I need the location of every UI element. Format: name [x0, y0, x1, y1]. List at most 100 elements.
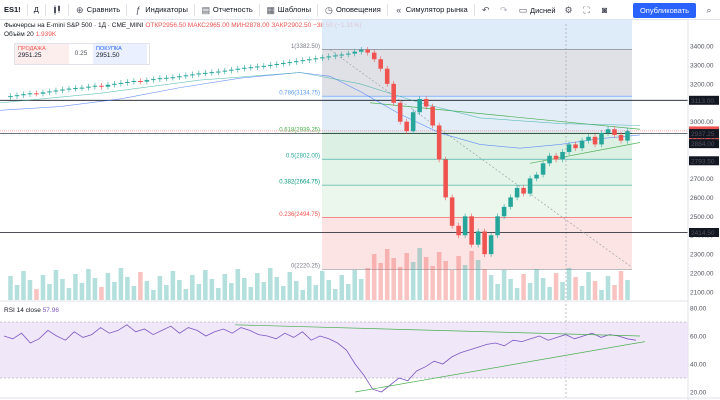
candle-body [508, 197, 513, 207]
alerts-button[interactable]: ◷ Оповещения [320, 0, 385, 20]
candle-body [573, 144, 578, 149]
price-tick-label: 3000.00 [690, 119, 714, 126]
divider [67, 3, 69, 16]
templates-icon: ▦ [266, 4, 276, 15]
volume-bar [397, 267, 403, 300]
volume-bar [469, 251, 474, 300]
alerts-label: Оповещения [335, 5, 381, 14]
candle-body [281, 63, 286, 65]
volume-legend: Объём 20 1.939K [4, 31, 56, 38]
candle-body [501, 206, 507, 217]
volume-bar [456, 256, 461, 300]
volume-bar [612, 285, 617, 300]
candle-body [261, 65, 267, 67]
volume-bar [319, 271, 325, 300]
snapshot-button[interactable]: ◙ [596, 0, 614, 20]
candle-body [605, 129, 611, 134]
grid-lines [0, 24, 688, 398]
price-tick-label: 3400.00 [690, 44, 714, 51]
layout-label: Дисней [530, 5, 556, 15]
volume-bar [566, 268, 572, 300]
candle-body [417, 98, 422, 113]
volume-bar [274, 277, 280, 300]
fib-band [322, 159, 632, 186]
candle-body [73, 88, 78, 90]
price-tick-label: 2600.00 [690, 195, 714, 202]
volume-bar [599, 290, 604, 300]
volume-bar [352, 270, 357, 300]
volume-bar [514, 288, 520, 300]
candle-body [118, 82, 124, 84]
price-axis[interactable]: 3400.003300.003200.003000.002900.002800.… [687, 20, 719, 400]
volume-bar [339, 275, 345, 300]
candle-body [495, 216, 500, 236]
price-badge-label: 2414.50 [691, 230, 715, 237]
fullscreen-button[interactable]: ⛶ [578, 0, 596, 20]
reports-button[interactable]: ▤ Отчетность [197, 0, 257, 20]
alarm-clock-icon: ◷ [325, 4, 333, 15]
volume-bar [488, 275, 494, 300]
price-badge [689, 129, 719, 139]
indicators-button[interactable]: ƒ Индикаторы [129, 0, 192, 20]
price-tick-label: 2500.00 [690, 214, 714, 221]
candle-body [248, 67, 254, 69]
volume-bar [404, 253, 409, 300]
buy-button[interactable]: ПОКУПКА 2951.50 [93, 44, 147, 64]
volume-bar [423, 257, 429, 300]
volume-bar [586, 272, 591, 300]
more-button[interactable]: ⌕ [700, 0, 718, 20]
candle-body [618, 134, 624, 141]
candle-body [306, 59, 312, 61]
buy-label: ПОКУПКА [96, 46, 122, 52]
candle-body [34, 93, 39, 95]
interval-button[interactable]: Д [30, 0, 43, 20]
volume-bar [410, 262, 416, 300]
volume-bar [553, 273, 559, 300]
search-icon: ⌕ [706, 5, 712, 15]
redo-button[interactable]: ↷ [495, 0, 513, 20]
volume-bar [203, 270, 208, 300]
undo-button[interactable]: ↶ [477, 0, 495, 20]
symbol-title: Фьючерсы на E-mini S&P 500 · 1Д · CME_MI… [4, 22, 144, 29]
publish-button[interactable]: Опубликовать [632, 3, 696, 18]
candle-body [553, 155, 559, 160]
bars-style-button[interactable] [48, 0, 66, 20]
volume-bar [229, 283, 234, 300]
symbol-search[interactable]: ES1! [0, 0, 25, 20]
volume-bar [618, 271, 624, 300]
candle-body [27, 93, 33, 95]
volume-bar [371, 254, 377, 300]
candle-body [599, 133, 604, 145]
volume-bar [436, 252, 442, 300]
replay-button[interactable]: « Симулятор рынка [390, 0, 472, 20]
volume-bar [170, 271, 176, 300]
price-badge [689, 156, 719, 166]
volume-bar [248, 287, 254, 300]
candle-body [242, 67, 247, 69]
candle-body [274, 63, 280, 65]
volume-bar [378, 263, 383, 300]
price-tick-label: 3300.00 [690, 62, 714, 69]
divider [26, 3, 28, 16]
rsi-tick-label: 40.00 [690, 362, 707, 369]
trend-line [369, 102, 641, 130]
templates-button[interactable]: ▦ Шаблоны [262, 0, 315, 20]
fib-level-label: 0.618(2939.25) [279, 128, 320, 134]
compare-button[interactable]: ⊕ Сравнить [71, 0, 124, 20]
sell-button[interactable]: ПРОДАЖА 2951.25 [15, 44, 69, 64]
candle-body [196, 73, 202, 75]
candle-body [138, 81, 143, 83]
candle-body [14, 95, 20, 97]
candle-body [462, 216, 468, 236]
plus-circle-icon: ⊕ [76, 4, 84, 15]
fib-band [322, 49, 632, 97]
candle-body [255, 66, 260, 68]
volume-bar [449, 270, 455, 300]
candle-body [209, 72, 215, 74]
volume-bar [73, 274, 78, 300]
settings-button[interactable]: ⚙ [560, 0, 578, 20]
buy-price: 2951.50 [96, 52, 120, 59]
layout-select-button[interactable]: ▭ Дисней [514, 0, 560, 20]
volume-bar [196, 284, 202, 300]
